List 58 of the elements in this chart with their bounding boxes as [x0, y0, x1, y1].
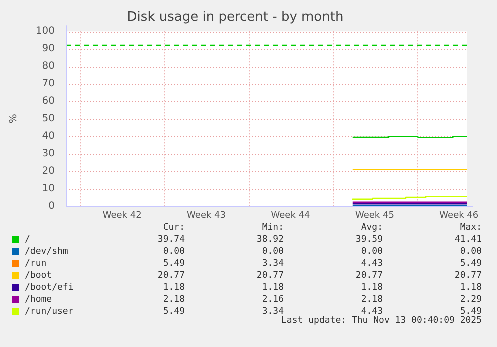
text: 2.18: [360, 294, 383, 306]
text: 0.00: [261, 246, 284, 258]
text: 41.41: [454, 234, 482, 246]
text: 39.59: [354, 234, 383, 246]
y-tick-label: 90: [42, 44, 55, 55]
legend-label: /run/user: [24, 306, 75, 318]
text: 1.18: [360, 282, 383, 294]
text: 1.18: [162, 282, 185, 294]
text: 4.43: [361, 306, 383, 317]
y-tick-label: 10: [42, 183, 55, 194]
text: 1.18: [459, 282, 482, 294]
text: 20.77: [354, 270, 383, 282]
y-tick-label: 60: [42, 96, 55, 108]
text: 3.34: [261, 258, 284, 270]
text: 5.49: [459, 306, 482, 317]
text: 1.18: [261, 282, 284, 294]
text: 3.34: [261, 306, 284, 317]
text: 39.74: [156, 234, 185, 246]
text: Cur:: [162, 222, 185, 234]
x-tick-label: Week 44: [271, 210, 310, 221]
legend-label: /boot/efi: [24, 282, 75, 294]
text: 2.29: [459, 294, 482, 306]
text: Avg:: [360, 222, 383, 234]
text: 20.77: [156, 270, 185, 282]
text: 5.49: [162, 258, 185, 270]
text: 4.43: [360, 258, 383, 270]
text: 2.16: [261, 294, 284, 306]
y-tick-label: 50: [42, 113, 55, 124]
y-axis-title: %: [8, 114, 20, 124]
text: 0.00: [459, 246, 482, 258]
legend-label: /dev/shm: [24, 246, 70, 258]
text: Last update: Thu Nov 13 00:40:09 2025: [282, 316, 482, 326]
legend-label: /run: [24, 258, 48, 270]
text: 5.49: [459, 258, 482, 270]
text: 0.00: [162, 246, 185, 258]
x-tick-label: Week 42: [102, 210, 142, 221]
text: 5.49: [162, 306, 185, 318]
x-tick-label: Week 45: [355, 210, 394, 221]
chart-title: Disk usage in percent - by month: [127, 10, 344, 26]
legend-label: /home: [24, 294, 54, 306]
y-tick-label: 100: [36, 26, 55, 38]
text: 20.77: [256, 270, 284, 282]
x-tick-label: Week 43: [187, 210, 226, 221]
text: 0.00: [360, 246, 383, 258]
y-tick-label: 70: [42, 78, 55, 90]
y-tick-label: 20: [42, 166, 55, 177]
legend-label: /: [24, 234, 32, 246]
y-tick-label: 30: [42, 148, 55, 160]
text: 20.77: [454, 270, 482, 282]
legend-label: /boot: [24, 270, 54, 282]
x-tick-label: Week 46: [440, 210, 479, 221]
text: 38.92: [256, 234, 284, 246]
text: 2.18: [162, 294, 185, 306]
y-tick-label: 0: [48, 200, 55, 212]
y-tick-label: 40: [42, 130, 55, 142]
y-tick-label: 80: [42, 61, 55, 72]
text: Min:: [261, 222, 284, 234]
text: Max:: [459, 222, 482, 234]
